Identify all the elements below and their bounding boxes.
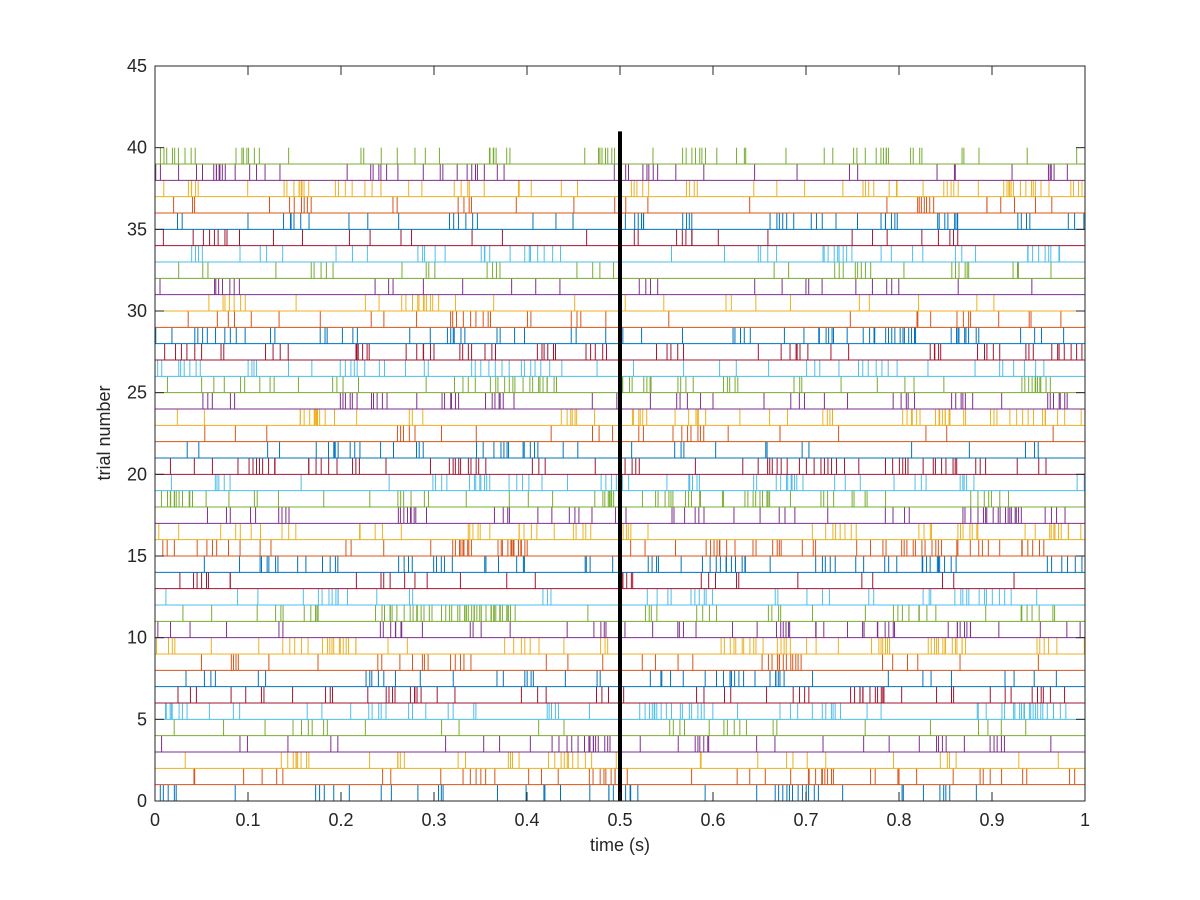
- y-tick-label: 35: [127, 219, 147, 239]
- x-tick-label: 0.4: [514, 810, 539, 830]
- x-tick-label: 1: [1080, 810, 1090, 830]
- x-tick-label: 0.5: [607, 810, 632, 830]
- trial-38: [155, 180, 1085, 198]
- trial-6: [155, 703, 1085, 720]
- trial-28: [155, 343, 1085, 361]
- plot-area: [155, 131, 1086, 802]
- y-tick-label: 0: [137, 791, 147, 811]
- y-axis-label: trial number: [94, 385, 114, 480]
- trial-13: [155, 588, 1085, 606]
- trial-21: [155, 458, 1085, 475]
- trial-8: [155, 670, 1085, 688]
- x-axis-label: time (s): [590, 835, 650, 855]
- y-axis-ticks: 0 5 10 15 20 25 30 35 40 45: [127, 56, 1085, 811]
- x-tick-label: 0.6: [700, 810, 725, 830]
- y-tick-label: 15: [127, 546, 147, 566]
- y-tick-label: 45: [127, 56, 147, 76]
- y-tick-label: 30: [127, 301, 147, 321]
- x-tick-label: 0: [150, 810, 160, 830]
- y-tick-label: 25: [127, 383, 147, 403]
- y-tick-label: 5: [137, 709, 147, 729]
- x-tick-label: 0.1: [235, 810, 260, 830]
- x-tick-label: 0.3: [421, 810, 446, 830]
- x-tick-label: 0.8: [886, 810, 911, 830]
- y-tick-label: 10: [127, 628, 147, 648]
- y-tick-label: 40: [127, 138, 147, 158]
- x-axis-ticks: 0 0.1 0.2 0.3 0.4 0.5 0.6 0.7 0.8 0.9 1: [150, 66, 1090, 830]
- y-tick-label: 20: [127, 464, 147, 484]
- x-tick-label: 0.7: [793, 810, 818, 830]
- x-tick-label: 0.2: [328, 810, 353, 830]
- trial-32: [155, 278, 1085, 296]
- x-tick-label: 0.9: [979, 810, 1004, 830]
